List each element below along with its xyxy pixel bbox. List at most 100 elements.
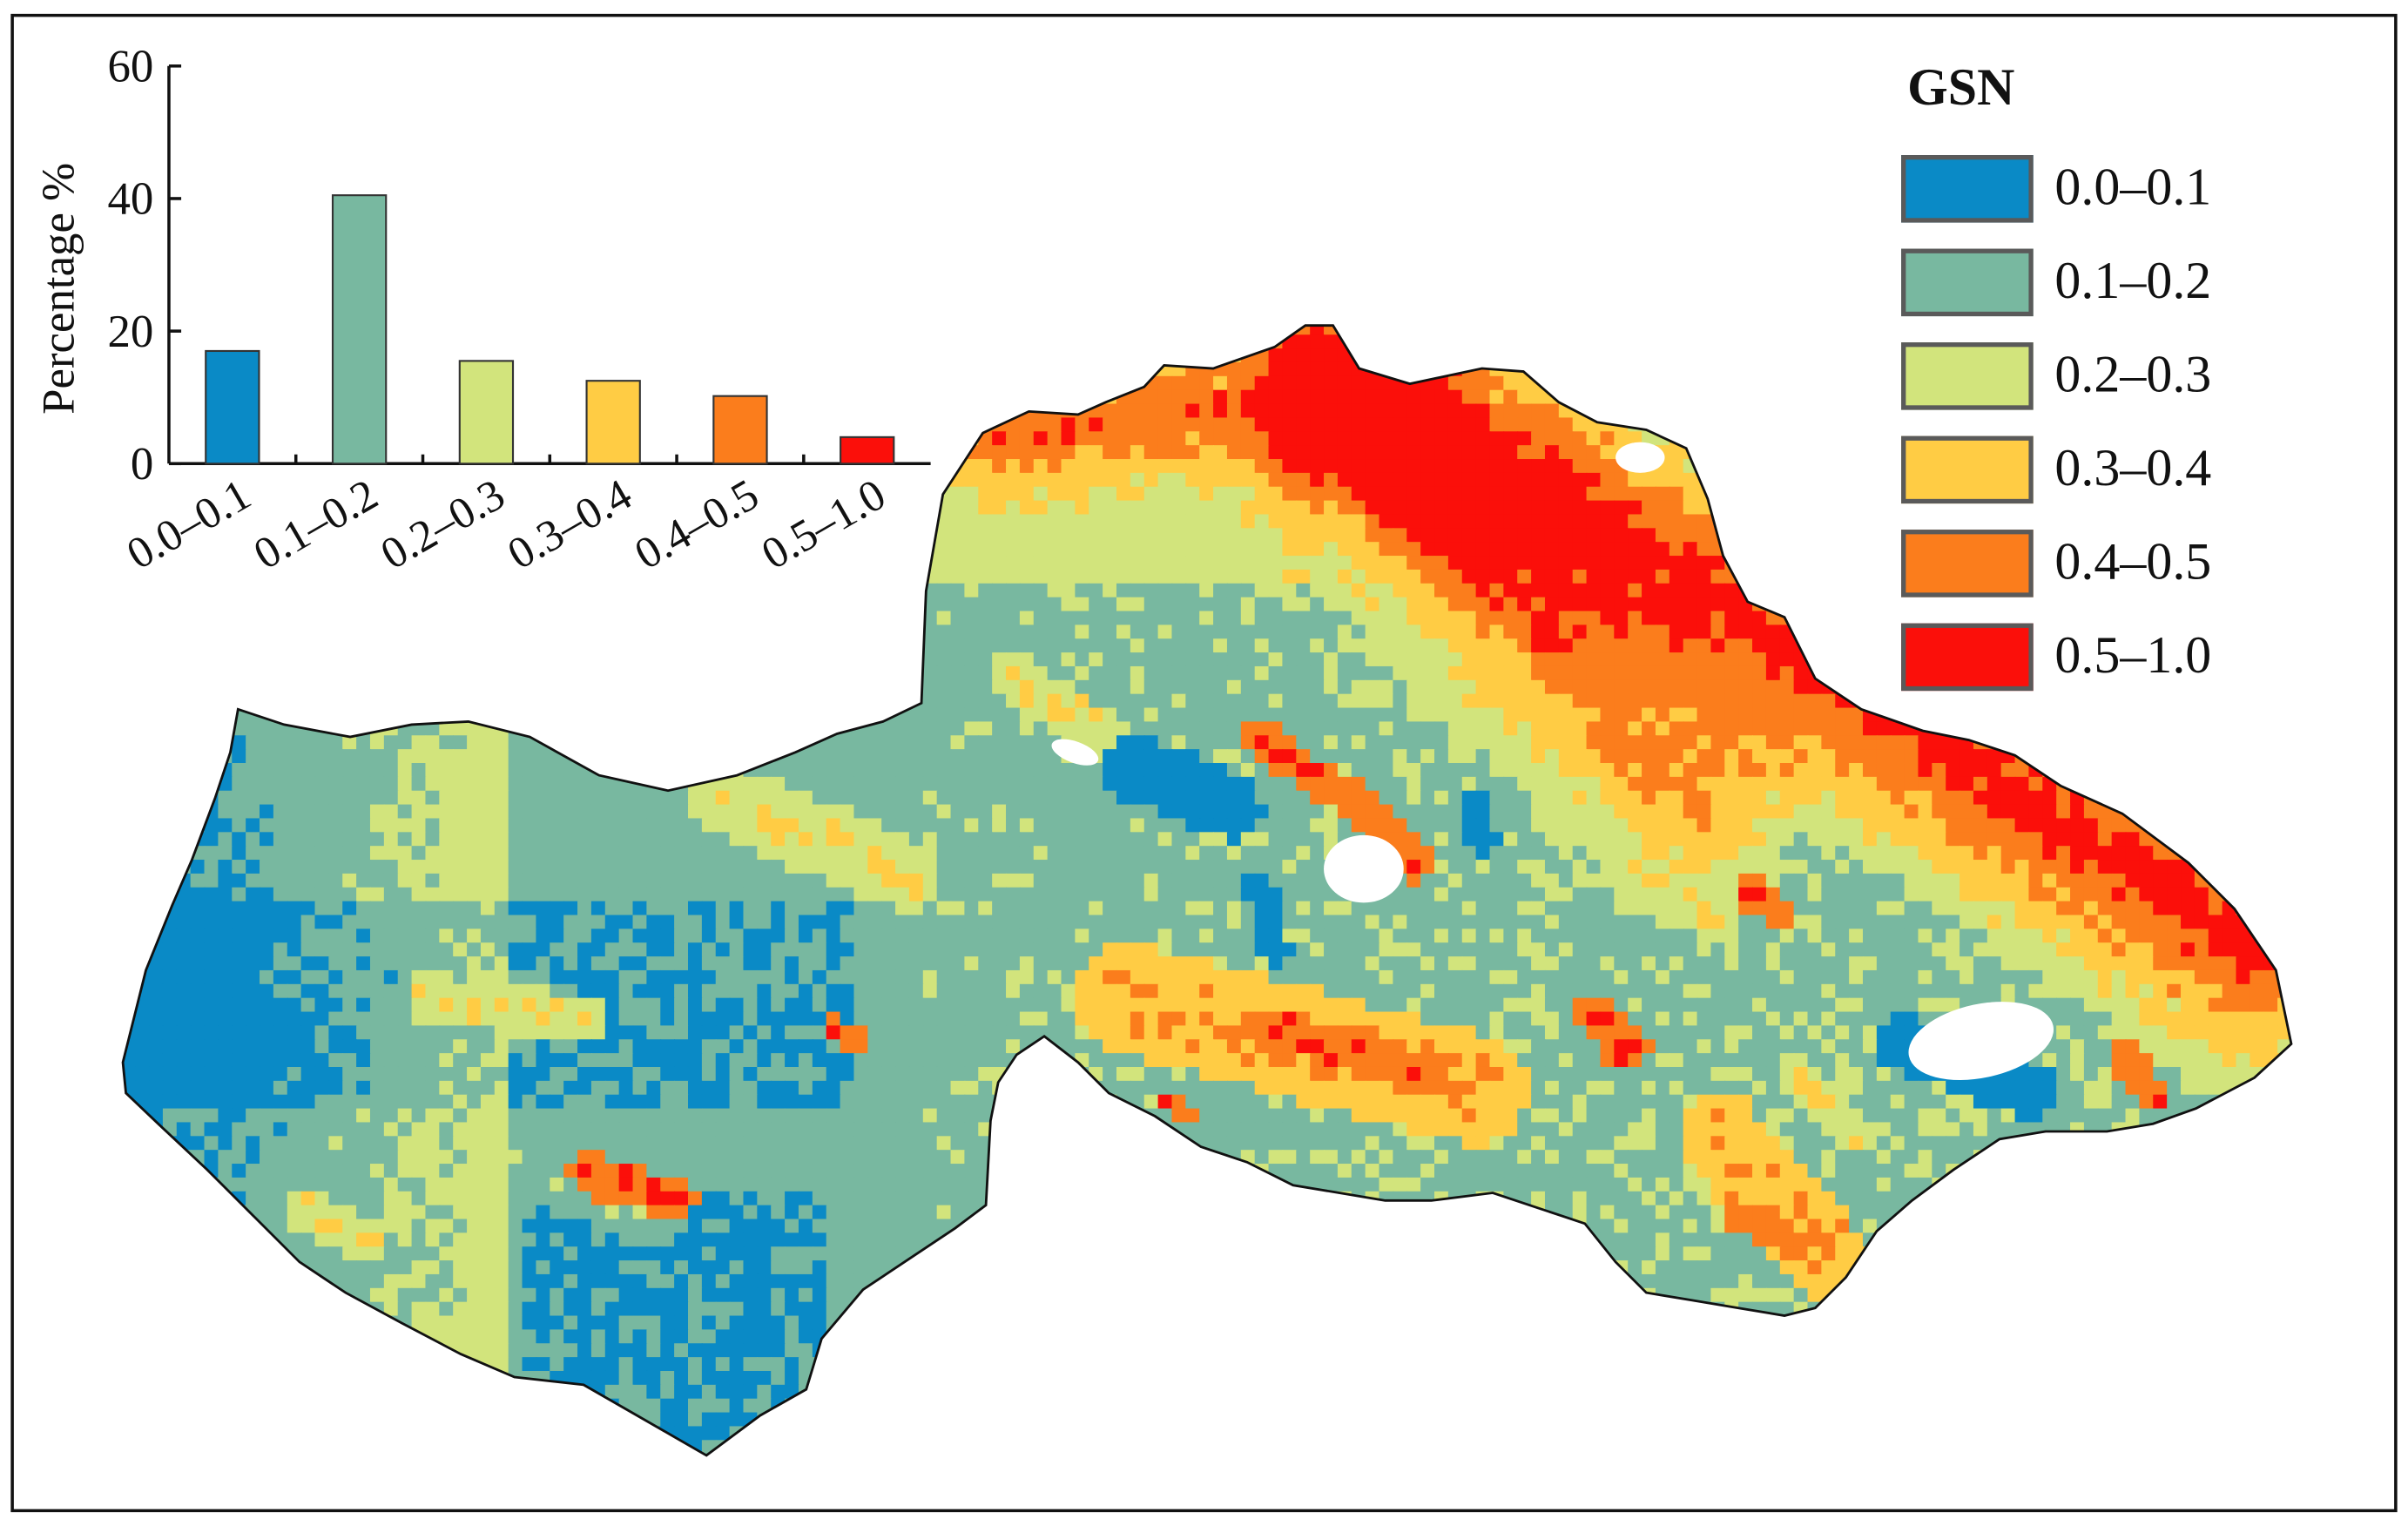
map-cell: [1696, 556, 1712, 571]
map-cell: [1447, 375, 1463, 391]
map-cell: [1047, 679, 1062, 695]
map-cell: [1157, 417, 1173, 433]
map-cell: [1572, 625, 1588, 640]
map-cell: [1282, 707, 1298, 723]
map-cell: [1531, 500, 1546, 516]
map-cell: [1614, 528, 1629, 544]
map-cell: [1752, 625, 1767, 640]
map-cell: [1296, 665, 1312, 681]
map-cell: [480, 735, 496, 751]
map-cell: [936, 693, 952, 709]
map-cell: [1517, 707, 1532, 723]
map-cell: [1143, 597, 1159, 612]
map-cell: [1296, 389, 1312, 405]
map-cell: [1282, 500, 1298, 516]
map-cell: [1614, 431, 1629, 447]
map-cell: [1254, 556, 1270, 571]
map-cell: [1116, 514, 1131, 530]
map-cell: [1268, 542, 1284, 557]
map-cell: [1517, 583, 1532, 598]
map-cell: [1779, 693, 1795, 709]
map-cell: [1517, 611, 1532, 626]
map-cell: [922, 665, 938, 681]
map-cell: [1337, 361, 1352, 377]
map-cell: [1351, 431, 1366, 447]
map-cell: [978, 721, 994, 737]
map-cell: [1310, 528, 1325, 544]
map-cell: [1420, 542, 1435, 557]
map-cell: [1489, 611, 1505, 626]
map-cell: [1310, 514, 1325, 530]
map-cell: [1793, 707, 1809, 723]
map-cell: [1310, 652, 1325, 667]
map-cell: [1379, 583, 1394, 598]
map-cell: [1461, 445, 1477, 460]
map-cell: [1130, 569, 1145, 584]
map-cell: [1033, 431, 1049, 447]
map-cell: [1089, 707, 1103, 723]
map-cell: [1531, 389, 1546, 405]
map-cell: [978, 514, 994, 530]
map-cell: [1006, 652, 1021, 667]
map-cell: [1406, 542, 1422, 557]
map-cell: [950, 693, 966, 709]
map-cell: [1572, 569, 1588, 584]
map-cell: [1185, 542, 1201, 557]
map-cell: [1171, 569, 1187, 584]
map-cell: [1351, 417, 1366, 433]
map-cell: [1226, 721, 1242, 737]
map-cell: [1213, 389, 1228, 405]
map-cell: [1103, 665, 1117, 681]
map-cell: [1033, 556, 1049, 571]
map-cell: [1531, 625, 1546, 640]
map-cell: [1793, 679, 1809, 695]
map-cell: [1296, 707, 1312, 723]
map-cell: [1586, 459, 1602, 474]
map-cell: [1434, 693, 1449, 709]
map-cell: [1600, 514, 1615, 530]
map-cell: [1019, 486, 1035, 502]
map-cell: [1240, 375, 1256, 391]
map-cell: [950, 707, 966, 723]
map-cell: [1254, 486, 1270, 502]
map-cell: [1254, 597, 1270, 612]
map-cell: [1130, 638, 1145, 653]
map-cell: [1143, 638, 1159, 653]
map-cell: [1489, 431, 1505, 447]
map-cell: [1420, 556, 1435, 571]
map-cell: [1075, 542, 1090, 557]
map-cell: [950, 638, 966, 653]
map-cell: [1558, 486, 1574, 502]
map-cell: [1240, 542, 1256, 557]
map-cell: [369, 735, 385, 751]
map-cell: [1544, 431, 1560, 447]
map-cell: [411, 735, 427, 751]
map-cell: [1240, 679, 1256, 695]
map-cell: [1254, 431, 1270, 447]
map-cell: [1558, 514, 1574, 530]
map-cell: [1393, 611, 1408, 626]
map-cell: [1586, 514, 1602, 530]
map-cell: [1337, 445, 1352, 460]
map-cell: [1019, 611, 1035, 626]
map-cell: [1724, 611, 1740, 626]
map-cell: [964, 556, 980, 571]
map-cell: [1351, 583, 1366, 598]
map-cell: [1089, 542, 1103, 557]
map-cell: [1337, 665, 1352, 681]
map-cell: [1628, 569, 1642, 584]
map-cell: [1268, 500, 1284, 516]
map-cell: [964, 528, 980, 544]
map-cell: [1572, 514, 1588, 530]
map-cell: [1628, 638, 1642, 653]
map-cell: [1642, 514, 1656, 530]
map-cell: [1213, 625, 1228, 640]
map-cell: [1696, 611, 1712, 626]
map-cell: [1724, 583, 1740, 598]
map-cell: [1544, 679, 1560, 695]
map-cell: [1420, 514, 1435, 530]
map-cell: [1268, 665, 1284, 681]
map-cell: [1171, 542, 1187, 557]
map-cell: [1310, 693, 1325, 709]
map-cell: [1240, 597, 1256, 612]
